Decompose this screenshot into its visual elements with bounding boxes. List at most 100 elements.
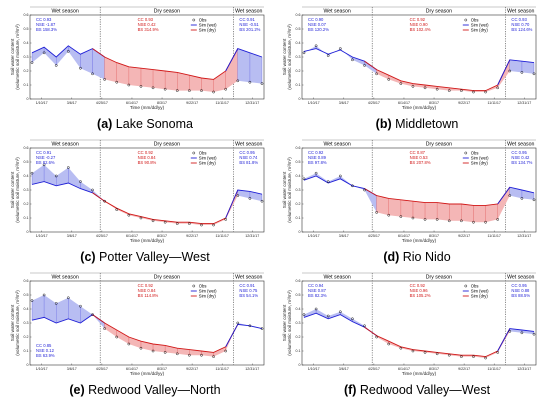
obs-point — [163, 220, 167, 224]
legend-dry-label: Sim (dry) — [199, 293, 217, 298]
x-tick-label: 9/22/17 — [458, 367, 470, 371]
stat-nse: NSE 0.84 — [138, 288, 157, 293]
difference-band — [509, 59, 522, 73]
obs-point — [496, 351, 500, 354]
obs-point — [248, 324, 252, 328]
obs-point — [66, 50, 70, 53]
legend-dry-label: Sim (dry) — [471, 293, 489, 298]
obs-point — [532, 332, 536, 336]
panel-caption: (f) Redwood Valley—West — [344, 383, 491, 397]
season-label: Wet season — [507, 9, 534, 15]
x-tick-label: 3/6/17 — [339, 367, 349, 371]
obs-point — [42, 293, 46, 297]
difference-band — [213, 71, 226, 92]
difference-band — [104, 323, 117, 337]
difference-band — [316, 309, 329, 319]
obs-point — [326, 180, 330, 183]
y-tick-label: 0.2 — [296, 69, 301, 73]
difference-band — [352, 57, 365, 66]
stat-nse: NSE 0.12 — [36, 348, 55, 353]
stat-cc: CC 0.95 — [239, 150, 255, 155]
x-tick-label: 11/11/17 — [487, 367, 500, 371]
difference-band — [400, 80, 413, 87]
legend-wet-label: Sim (wet) — [199, 288, 217, 293]
y-tick-label: 0.1 — [296, 349, 301, 353]
difference-band — [364, 61, 377, 74]
y-tick-label: 0.3 — [24, 321, 29, 325]
difference-band — [340, 176, 353, 186]
stat-cc: CC 0.87 — [410, 150, 426, 155]
obs-point — [54, 174, 58, 178]
obs-point — [520, 71, 524, 74]
y-axis-title: Soil water content(volumetric soil moist… — [282, 157, 292, 223]
x-tick-label: 4/25/17 — [96, 234, 108, 238]
difference-band — [388, 198, 401, 217]
difference-band — [92, 190, 105, 202]
legend-obs-marker — [464, 284, 468, 288]
difference-band — [328, 311, 341, 319]
x-tick-label: 11/11/17 — [487, 101, 500, 105]
stat-nse: NSE 0.87 — [308, 288, 327, 293]
obs-point — [224, 349, 228, 353]
obs-point — [472, 355, 475, 358]
season-label: Wet season — [235, 9, 262, 15]
x-tick-label: 8/3/17 — [157, 367, 167, 371]
obs-point — [472, 220, 475, 224]
y-axis-title: Soil water content(volumetric soil moist… — [10, 24, 20, 90]
obs-point — [532, 198, 536, 202]
stat-nse: NSE 0.88 — [511, 288, 530, 293]
obs-point — [520, 197, 524, 200]
obs-point — [42, 51, 46, 55]
obs-point — [91, 188, 94, 192]
difference-band — [352, 185, 365, 190]
x-tick-label: 3/6/17 — [339, 101, 349, 105]
y-tick-label: 0.6 — [24, 13, 29, 17]
x-tick-label: 11/11/17 — [215, 367, 228, 371]
y-tick-label: 0.1 — [24, 349, 29, 353]
difference-band — [304, 173, 317, 181]
stat-cc: CC 0.94 — [308, 283, 324, 288]
panel-caption: (e) Redwood Valley—North — [69, 383, 220, 397]
y-tick-label: 0.5 — [24, 27, 29, 31]
obs-point — [363, 64, 366, 67]
difference-band — [32, 164, 45, 185]
x-axis-title: Time (mm/dd/yy) — [130, 238, 165, 243]
x-tick-label: 4/25/17 — [368, 367, 380, 371]
obs-point — [338, 174, 342, 178]
obs-point — [314, 171, 318, 175]
x-axis-title: Time (mm/dd/yy) — [130, 371, 165, 376]
legend-obs-marker — [464, 151, 468, 155]
y-tick-label: 0.2 — [296, 202, 301, 206]
obs-point — [224, 87, 228, 91]
stat-bs: BS 158.3% — [36, 27, 57, 32]
obs-point — [484, 90, 487, 94]
x-tick-label: 3/6/17 — [67, 234, 77, 238]
x-axis-title: Time (mm/dd/yy) — [402, 371, 437, 376]
x-tick-label: 1/10/17 — [308, 367, 320, 371]
stat-cc: CC 0.93 — [36, 17, 52, 22]
stat-nse: NSE 0.74 — [239, 155, 258, 160]
obs-point — [447, 219, 451, 223]
y-tick-label: 0.4 — [296, 174, 301, 178]
season-label: Dry season — [154, 9, 180, 15]
difference-band — [128, 66, 141, 87]
legend-dry-label: Sim (dry) — [199, 27, 217, 32]
difference-band — [400, 199, 413, 218]
difference-band — [237, 323, 250, 326]
series-sim-wet — [497, 186, 535, 205]
x-tick-label: 1/10/17 — [308, 101, 320, 105]
y-tick-label: 0.5 — [24, 293, 29, 297]
obs-point — [338, 310, 342, 314]
y-tick-label: 0 — [27, 97, 29, 101]
obs-point — [188, 222, 191, 225]
difference-band — [497, 187, 510, 220]
obs-point — [188, 353, 191, 357]
obs-point — [411, 85, 415, 88]
obs-point — [508, 194, 512, 197]
obs-point — [496, 86, 500, 90]
x-tick-label: 3/6/17 — [67, 101, 77, 105]
x-tick-label: 1/10/17 — [36, 367, 48, 371]
season-label: Wet season — [323, 142, 350, 148]
stat-nse: NSE 0.90 — [410, 22, 429, 27]
difference-band — [485, 204, 498, 223]
